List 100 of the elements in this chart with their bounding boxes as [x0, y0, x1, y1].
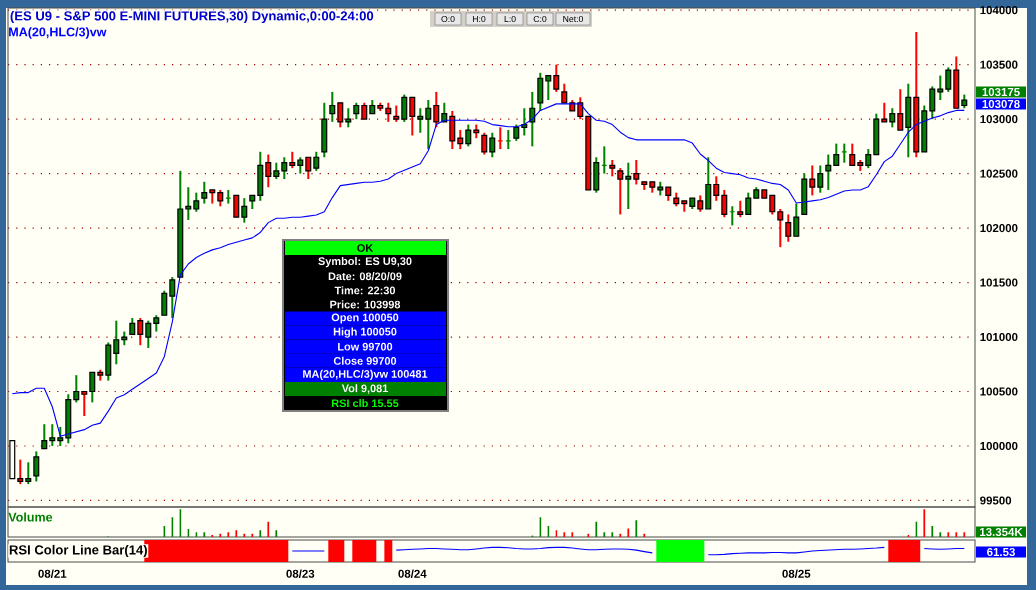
candlestick — [769, 194, 776, 216]
candlestick — [489, 131, 496, 159]
text: 13.354K — [980, 527, 1023, 537]
candlestick — [137, 316, 144, 347]
candlestick — [329, 90, 336, 123]
candlestick — [721, 188, 728, 219]
y-tick-label: 103000 — [980, 115, 1018, 124]
candlestick — [433, 90, 440, 129]
candlestick — [833, 142, 840, 167]
candlestick — [817, 164, 824, 194]
candlestick — [457, 129, 464, 151]
candlestick — [57, 425, 64, 447]
chart-title: RSI Color Line Bar(14) — [9, 544, 147, 558]
text: 103175 — [982, 87, 1020, 97]
candlestick — [41, 423, 48, 450]
candlestick — [33, 450, 40, 483]
annotation: Time: 22:30 — [334, 286, 396, 295]
annotation: Vol 9,081 — [341, 384, 388, 394]
x-tick-label: 08/23 — [286, 569, 315, 578]
candlestick — [409, 96, 416, 137]
candlestick — [945, 66, 952, 93]
candlestick — [745, 191, 752, 216]
candlestick — [17, 458, 24, 486]
text: 103078 — [982, 99, 1020, 109]
y-tick-label: 104000 — [980, 6, 1018, 15]
candlestick — [201, 180, 208, 205]
annotation: Net:0 — [563, 15, 584, 23]
candlestick — [73, 374, 80, 404]
candlestick — [81, 390, 88, 418]
x-tick-label: 08/21 — [38, 569, 67, 578]
annotation: High 100050 — [333, 327, 397, 338]
y-tick-label: 103500 — [980, 60, 1018, 69]
candlestick — [305, 156, 312, 181]
annotation: MA(20,HLC/3)vw 100481 — [303, 369, 428, 380]
candlestick — [337, 101, 344, 129]
candlestick — [185, 186, 192, 221]
annotation: Price: 103998 — [330, 300, 401, 309]
candlestick — [889, 107, 896, 129]
candlestick — [865, 148, 872, 170]
candlestick — [145, 319, 152, 349]
annotation: Symbol: ES U9,30 — [318, 257, 412, 268]
annotation: Low 99700 — [338, 342, 393, 351]
candlestick — [89, 371, 96, 404]
candlestick — [785, 213, 792, 243]
y-tick-label: 101000 — [980, 332, 1018, 342]
text: Volume — [8, 512, 53, 522]
candlestick — [465, 123, 472, 148]
candlestick — [809, 164, 816, 197]
candlestick — [49, 423, 56, 447]
annotation: OK — [357, 244, 374, 252]
candlestick — [937, 74, 944, 102]
candlestick — [441, 101, 448, 123]
candlestick — [529, 90, 536, 148]
x-tick-label: 08/25 — [782, 569, 811, 578]
y-tick-label: 102000 — [980, 224, 1018, 233]
candlestick — [193, 191, 200, 213]
candlestick — [793, 202, 800, 238]
candlestick — [25, 461, 32, 486]
candlestick — [385, 101, 392, 123]
y-tick-label: 99500 — [980, 496, 1012, 505]
candlestick — [481, 131, 488, 156]
annotation: L:0 — [504, 15, 516, 23]
candlestick — [169, 276, 176, 319]
candlestick — [617, 167, 624, 216]
candlestick — [561, 82, 568, 104]
text: MA(20,HLC/3)vw — [9, 27, 107, 39]
candlestick — [881, 101, 888, 123]
candlestick — [113, 319, 120, 366]
candlestick — [417, 107, 424, 134]
candlestick — [577, 96, 584, 121]
candlestick — [425, 99, 432, 151]
y-tick-label: 100500 — [980, 387, 1018, 396]
text: 61.53 — [987, 547, 1015, 557]
x-tick-label: 08/24 — [398, 569, 427, 578]
candlestick — [265, 153, 272, 189]
y-tick-label: 101500 — [980, 278, 1018, 287]
annotation: H:0 — [472, 15, 486, 23]
candlestick — [281, 156, 288, 181]
candlestick — [625, 161, 632, 211]
candlestick — [161, 289, 168, 317]
candlestick — [241, 197, 248, 224]
annotation: O:0 — [441, 15, 455, 23]
candlestick — [401, 93, 408, 123]
annotation: C:0 — [533, 15, 547, 23]
candlestick — [825, 153, 832, 191]
candlestick — [313, 150, 320, 172]
annotation: Date: 08/20/09 — [328, 272, 402, 281]
y-tick-label: 102500 — [980, 169, 1018, 178]
chart-title: (ES U9 - S&P 500 E-MINI FUTURES,30) Dynamic,0:00-24:00 — [10, 10, 374, 24]
candlestick — [713, 175, 720, 202]
annotation: Close 99700 — [333, 356, 397, 365]
annotation: RSI clb 15.55 — [332, 399, 399, 408]
candlestick — [233, 194, 240, 219]
annotation: Open 100050 — [331, 313, 399, 324]
candlestick — [545, 74, 552, 102]
candlestick — [929, 85, 936, 121]
candlestick — [633, 158, 640, 186]
candlestick — [849, 142, 856, 167]
candlestick — [553, 63, 560, 93]
candlestick — [777, 208, 784, 249]
